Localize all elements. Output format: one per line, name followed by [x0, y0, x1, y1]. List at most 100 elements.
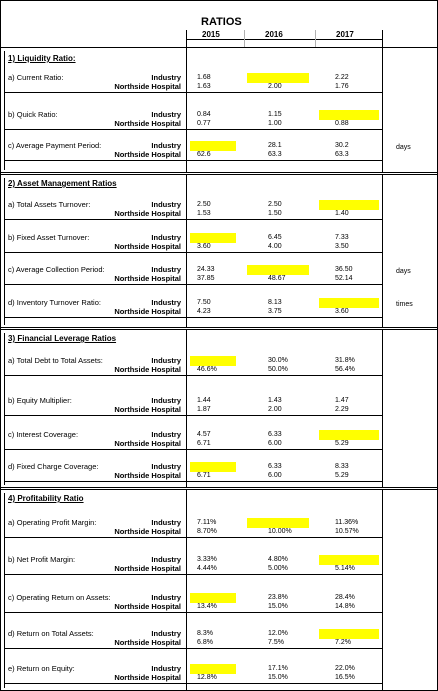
industry-value: 23.8%	[268, 594, 288, 601]
section-col-right	[382, 47, 383, 172]
section-box-top	[0, 489, 438, 490]
hospital-value: 5.00%	[268, 565, 288, 572]
hospital-label: Northside Hospital	[114, 405, 181, 414]
row-separator	[4, 129, 382, 130]
header-sep-1	[244, 30, 245, 47]
section-box-bottom	[0, 487, 438, 488]
section-col-left	[186, 47, 187, 172]
highlight-cell	[319, 430, 379, 440]
hospital-label: Northside Hospital	[114, 82, 181, 91]
hospital-value: 1.00	[268, 120, 282, 127]
industry-value: 7.11%	[197, 519, 217, 526]
ratio-label: a) Current Ratio:	[8, 73, 64, 82]
hospital-value: 48.67	[268, 275, 286, 282]
highlight-cell	[190, 664, 236, 674]
section-heading: 1) Liquidity Ratio:	[8, 54, 76, 63]
hospital-value: 5.14%	[335, 565, 355, 572]
industry-label: Industry	[151, 110, 181, 119]
ratio-label: e) Return on Equity:	[8, 664, 75, 673]
hospital-value: 15.0%	[268, 674, 288, 681]
hospital-value: 52.14	[335, 275, 353, 282]
industry-value: 1.15	[268, 111, 282, 118]
section-heading: 3) Financial Leverage Ratios	[8, 334, 117, 343]
row-separator	[4, 317, 382, 318]
industry-label: Industry	[151, 396, 181, 405]
hospital-label: Northside Hospital	[114, 242, 181, 251]
section-box-bottom	[0, 172, 438, 173]
highlight-cell	[190, 593, 236, 603]
hospital-value: 1.63	[197, 83, 211, 90]
hospital-value: 7.5%	[268, 639, 284, 646]
hospital-value: 3.60	[197, 243, 211, 250]
industry-value: 30.2	[335, 142, 349, 149]
section-inner-left	[4, 493, 5, 688]
hospital-value: 1.40	[335, 210, 349, 217]
hospital-value: 5.29	[335, 472, 349, 479]
hospital-value: 10.57%	[335, 528, 359, 535]
row-separator	[4, 648, 382, 649]
row-separator	[4, 252, 382, 253]
hospital-value: 8.70%	[197, 528, 217, 535]
highlight-cell	[190, 233, 236, 243]
hospital-value: 12.8%	[197, 674, 217, 681]
industry-label: Industry	[151, 518, 181, 527]
highlight-cell	[319, 629, 379, 639]
industry-value: 6.33	[268, 431, 282, 438]
hospital-value: 56.4%	[335, 366, 355, 373]
ratio-label: c) Average Collection Period:	[8, 265, 105, 274]
header-right	[382, 30, 383, 47]
hospital-value: 15.0%	[268, 603, 288, 610]
ratio-label: d) Fixed Charge Coverage:	[8, 462, 99, 471]
hospital-value: 10.00%	[268, 528, 292, 535]
ratio-label: b) Fixed Asset Turnover:	[8, 233, 90, 242]
industry-value: 31.8%	[335, 357, 355, 364]
hospital-value: 0.77	[197, 120, 211, 127]
hospital-value: 2.29	[335, 406, 349, 413]
section-box-top	[0, 47, 438, 48]
ratio-label: a) Operating Profit Margin:	[8, 518, 97, 527]
row-separator	[4, 574, 382, 575]
ratio-label: b) Quick Ratio:	[8, 110, 58, 119]
hospital-value: 50.0%	[268, 366, 288, 373]
industry-value: 1.43	[268, 397, 282, 404]
ratio-label: a) Total Assets Turnover:	[8, 200, 91, 209]
hospital-value: 2.00	[268, 406, 282, 413]
industry-value: 12.0%	[268, 630, 288, 637]
ratio-label: a) Total Debt to Total Assets:	[8, 356, 103, 365]
hospital-value: 62.6	[197, 151, 211, 158]
industry-value: 7.33	[335, 234, 349, 241]
industry-label: Industry	[151, 629, 181, 638]
unit-label: days	[396, 144, 411, 151]
industry-label: Industry	[151, 73, 181, 82]
industry-value: 11.36%	[335, 519, 359, 526]
hospital-value: 63.3	[268, 151, 282, 158]
row-separator	[4, 683, 382, 684]
hospital-value: 6.71	[197, 472, 211, 479]
hospital-value: 3.50	[335, 243, 349, 250]
section-col-right	[382, 329, 383, 487]
industry-label: Industry	[151, 233, 181, 242]
industry-label: Industry	[151, 593, 181, 602]
industry-label: Industry	[151, 555, 181, 564]
ratio-label: b) Net Profit Margin:	[8, 555, 76, 564]
hospital-label: Northside Hospital	[114, 209, 181, 218]
hospital-value: 6.00	[268, 472, 282, 479]
hospital-label: Northside Hospital	[114, 638, 181, 647]
section-inner-left	[4, 178, 5, 325]
sheet-title: RATIOS	[201, 16, 242, 28]
industry-value: 28.4%	[335, 594, 355, 601]
highlight-cell	[247, 518, 309, 528]
hospital-label: Northside Hospital	[114, 150, 181, 159]
ratio-label: d) Inventory Turnover Ratio:	[8, 298, 101, 307]
ratio-label: c) Operating Return on Assets:	[8, 593, 111, 602]
header-left	[186, 30, 187, 47]
section-col-right	[382, 489, 383, 690]
row-separator	[4, 160, 382, 161]
frame-top	[0, 0, 438, 1]
highlight-cell	[247, 265, 309, 275]
industry-value: 4.57	[197, 431, 211, 438]
industry-value: 8.3%	[197, 630, 213, 637]
highlight-cell	[247, 73, 309, 83]
hospital-value: 13.4%	[197, 603, 217, 610]
